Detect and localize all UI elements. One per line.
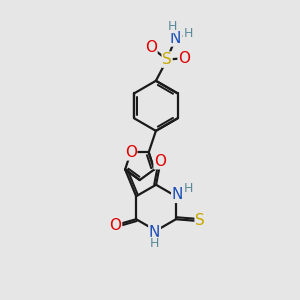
Text: H: H <box>168 20 177 32</box>
Text: H: H <box>183 27 193 40</box>
Text: O: O <box>154 154 166 169</box>
Text: S: S <box>162 52 172 67</box>
Text: N: N <box>149 225 160 240</box>
Text: O: O <box>110 218 122 232</box>
Text: N: N <box>172 187 183 202</box>
Text: S: S <box>195 213 205 228</box>
Text: O: O <box>145 40 157 55</box>
Text: O: O <box>178 51 190 66</box>
Text: N: N <box>169 31 181 46</box>
Text: O: O <box>125 145 137 160</box>
Text: H: H <box>150 237 159 250</box>
Text: H: H <box>184 182 193 194</box>
